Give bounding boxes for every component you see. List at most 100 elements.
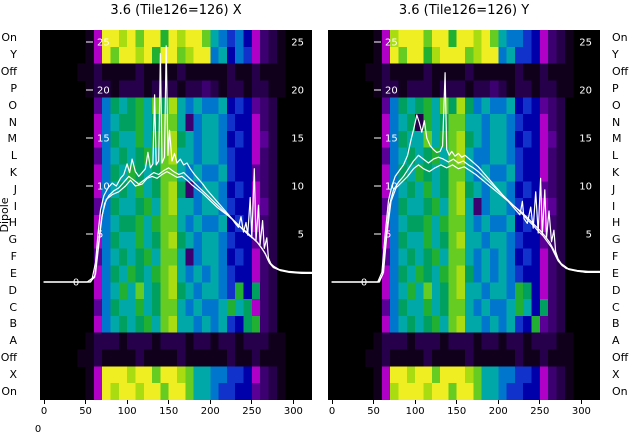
heatmap-cell — [143, 248, 153, 266]
heatmap-cell — [118, 198, 128, 216]
heatmap-cell — [498, 332, 507, 350]
heatmap-cell — [135, 130, 145, 149]
heatmap-cell — [218, 299, 228, 317]
heatmap-cell — [226, 383, 236, 400]
heatmap-cell — [498, 63, 507, 81]
dipole-row-label: F — [612, 250, 619, 264]
heatmap-cell — [160, 215, 170, 233]
heatmap-cell — [143, 114, 153, 132]
heatmap-cell — [152, 282, 161, 300]
dipole-row-label: J — [612, 182, 616, 196]
heatmap-cell — [506, 46, 516, 65]
heatmap-cell — [531, 97, 541, 115]
heatmap-cell — [440, 130, 449, 149]
heatmap-cell — [127, 349, 136, 367]
heatmap-cell — [514, 97, 524, 115]
heatmap-cell — [498, 130, 507, 149]
heatmap-cell — [415, 46, 424, 65]
heatmap-cell — [251, 114, 261, 132]
heatmap-cell — [235, 80, 244, 98]
heatmap-cell — [127, 63, 136, 81]
value-tick-label-right: 15 — [579, 134, 592, 145]
heatmap-cell — [523, 114, 532, 132]
heatmap-cell — [440, 215, 449, 233]
heatmap-cell — [456, 97, 466, 115]
heatmap-cell — [473, 366, 483, 384]
heatmap-cell — [398, 215, 408, 233]
heatmap-cell — [135, 299, 145, 317]
heatmap-cell — [235, 315, 244, 334]
heatmap-cell — [381, 315, 391, 334]
heatmap-cell — [415, 332, 424, 350]
heatmap-cell — [531, 114, 541, 132]
heatmap-cell — [143, 366, 153, 384]
heatmap-cell — [160, 231, 170, 250]
heatmap-cell — [539, 164, 549, 182]
heatmap-cell — [218, 248, 228, 266]
heatmap-cell — [514, 215, 524, 233]
panel-y-title: 3.6 (Tile126=126) Y — [398, 3, 530, 18]
heatmap-cell — [177, 80, 186, 98]
heatmap-cell — [381, 130, 391, 149]
heatmap-cell — [556, 198, 566, 216]
heatmap-cell — [168, 231, 178, 250]
heatmap-cell — [152, 215, 161, 233]
heatmap-cell — [473, 130, 483, 149]
heatmap-cell — [489, 30, 499, 48]
heatmap-cell — [226, 114, 236, 132]
heatmap-cell — [390, 383, 399, 400]
heatmap-cell — [118, 383, 128, 400]
heatmap-cell — [514, 30, 524, 48]
heatmap-cell — [243, 315, 253, 334]
dipole-row-label: A — [9, 334, 17, 348]
heatmap-cell — [251, 248, 261, 266]
heatmap-cell — [110, 164, 120, 182]
value-tick-label-right: 15 — [291, 134, 304, 145]
heatmap-cell — [135, 231, 145, 250]
heatmap-cell — [185, 97, 195, 115]
heatmap-cell — [448, 198, 458, 216]
heatmap-cell — [201, 198, 211, 216]
heatmap-cell — [168, 63, 178, 81]
heatmap-cell — [440, 63, 449, 81]
heatmap-cell — [185, 164, 195, 182]
heatmap-cell — [193, 315, 203, 334]
heatmap-cell — [185, 366, 195, 384]
heatmap-cell — [481, 97, 491, 115]
heatmap-cell — [118, 282, 128, 300]
heatmap-cell — [539, 282, 549, 300]
heatmap-cell — [514, 282, 524, 300]
heatmap-cell — [398, 164, 408, 182]
dipole-row-label: G — [612, 233, 621, 247]
heatmap-cell — [406, 30, 416, 48]
heatmap-cell — [465, 80, 474, 98]
heatmap-cell — [406, 215, 416, 233]
heatmap-cell — [201, 215, 211, 233]
x-tick-label: 0 — [40, 406, 48, 417]
heatmap-cell — [531, 63, 541, 81]
heatmap-cell — [193, 383, 203, 400]
heatmap-cell — [243, 299, 253, 317]
heatmap-cell — [423, 315, 433, 334]
heatmap-cell — [93, 383, 103, 400]
heatmap-cell — [423, 30, 433, 48]
heatmap-cell — [481, 130, 491, 149]
heatmap-cell — [390, 315, 399, 334]
dipole-row-label: H — [8, 216, 17, 230]
heatmap-cell — [185, 181, 195, 199]
heatmap-cell — [226, 164, 236, 182]
heatmap-cell — [210, 215, 219, 233]
heatmap-cell — [473, 282, 483, 300]
heatmap-cell — [448, 383, 458, 400]
heatmap-cell — [514, 265, 524, 283]
heatmap-cell — [168, 349, 178, 367]
heatmap-cell — [531, 248, 541, 266]
heatmap-cell — [85, 46, 95, 65]
heatmap-cell — [276, 383, 286, 400]
heatmap-cell — [390, 181, 399, 199]
heatmap-cell — [498, 366, 507, 384]
heatmap-cell — [268, 265, 278, 283]
heatmap-cell — [251, 46, 261, 65]
heatmap-cell — [218, 97, 228, 115]
heatmap-cell — [226, 181, 236, 199]
